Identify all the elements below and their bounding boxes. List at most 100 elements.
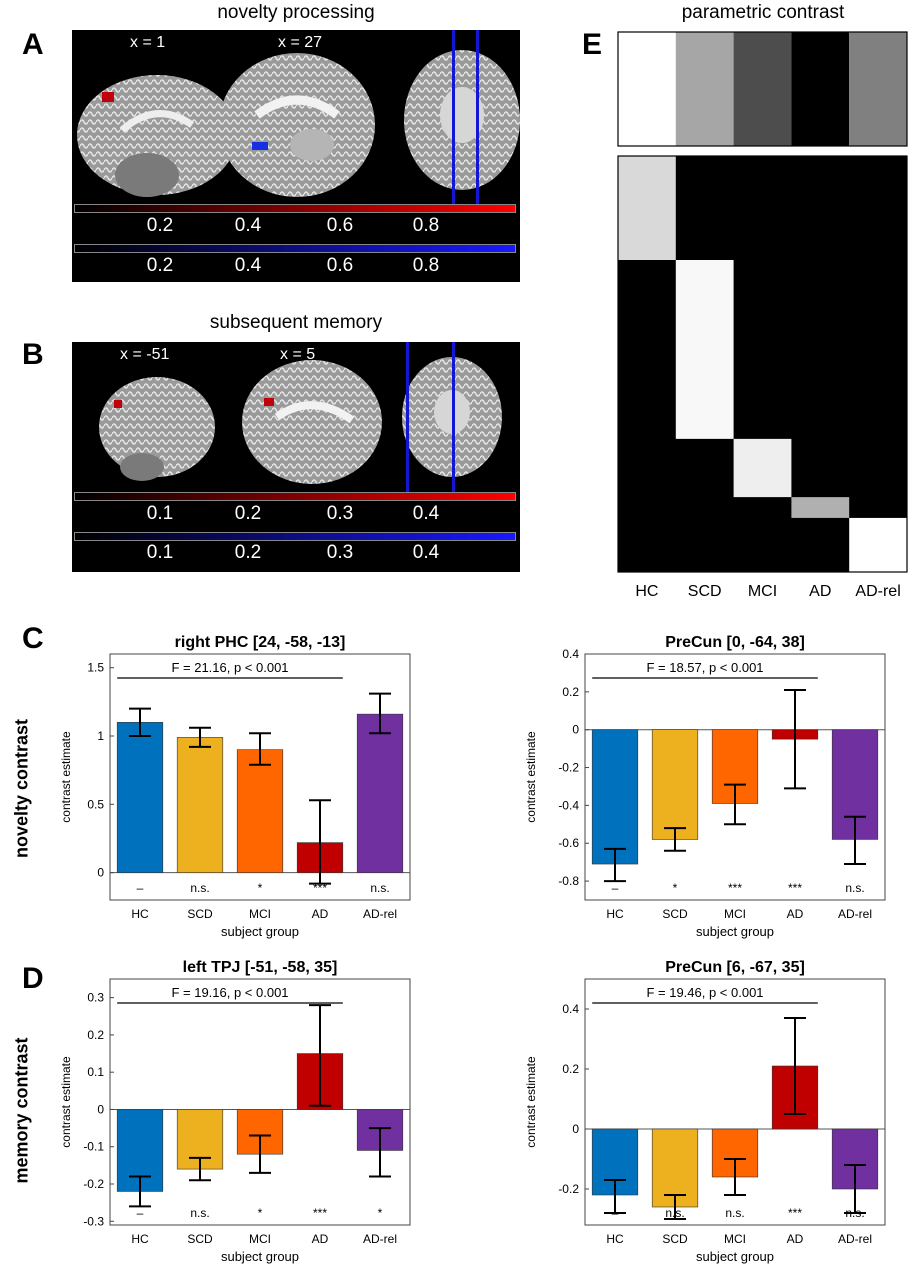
x-tick-label: SCD (662, 1232, 688, 1246)
x-tick-label: MCI (724, 907, 746, 921)
f-test-annotation: F = 19.46, p < 0.001 (646, 985, 763, 1000)
significance-label: n.s. (725, 1206, 744, 1220)
chart-precun-memory: PreCun [6, -67, 35] -0.2 0 0.2 0.4 – n.s. n.s. *… (524, 959, 886, 1264)
x-tick-label: AD-rel (838, 1232, 872, 1246)
panel-a-title: novelty processing (217, 2, 375, 23)
panel-b-brain-figure: x = -51 x = 5 0.1 0.2 0.3 0.4 0.1 0.2 0.… (72, 342, 520, 572)
significance-label: n.s. (190, 1206, 209, 1220)
y-axis-label: contrast estimate (59, 1056, 73, 1148)
significance-label: *** (788, 881, 802, 895)
weight-cell-SCD (675, 32, 734, 146)
x-axis-label: subject group (221, 924, 299, 939)
significance-label: *** (728, 881, 742, 895)
weight-cell-AD (791, 32, 850, 146)
colorbar-red-tick: 0.3 (326, 503, 354, 524)
plot-frame (109, 978, 411, 1226)
bar-AD-rel (356, 713, 404, 873)
x-tick-label: AD (312, 1232, 329, 1246)
x-tick-label: AD (312, 907, 329, 921)
y-tick-label: 1 (97, 729, 104, 743)
y-axis-label: contrast estimate (524, 1056, 538, 1148)
colorbar-red-tick: 0.1 (146, 503, 174, 524)
plot-frame (584, 978, 886, 1226)
colorbar-red-tick: 0.8 (412, 215, 440, 236)
significance-label: * (258, 881, 263, 895)
slice-position-line-2 (452, 342, 455, 492)
chart-precun-novelty: PreCun [0, -64, 38] -0.8 -0.6 -0.4 -0.2 0 0.2 0… (524, 634, 886, 939)
panel-e-contrast-matrix: HC SCD MCI AD AD-rel (617, 31, 908, 600)
y-tick-label: -0.2 (558, 761, 579, 775)
colorbar-blue (74, 532, 516, 541)
design-block-SCD (675, 260, 734, 439)
y-tick-label: -0.6 (558, 836, 579, 850)
colorbar-red-tick: 0.2 (146, 215, 174, 236)
significance-label: n.s. (665, 1206, 684, 1220)
y-tick-label: 0 (97, 1102, 104, 1116)
group-label: AD-rel (855, 583, 900, 600)
y-tick-label: 0.2 (87, 1028, 104, 1042)
weight-cell-HC (618, 32, 676, 146)
x-tick-label: AD (787, 1232, 804, 1246)
slice-label-2: x = 27 (278, 34, 323, 51)
chart-right-phc: right PHC [24, -58, -13]00.511.5– n.s. * **… (59, 634, 411, 939)
y-tick-label: 1.5 (87, 661, 104, 675)
y-tick-label: 0.2 (562, 685, 579, 699)
panel-letter-b: B (22, 338, 44, 371)
sagittal-slice-2 (219, 53, 375, 197)
y-tick-label: -0.2 (558, 1182, 579, 1196)
slice-label-2: x = 5 (280, 346, 316, 363)
significance-label: * (258, 1206, 263, 1220)
colorbar-red (74, 492, 516, 501)
slice-position-line-2 (476, 30, 479, 205)
slice-label-1: x = 1 (130, 34, 166, 51)
sagittal-slice-1 (99, 377, 215, 477)
sagittal-slice-1 (77, 75, 237, 195)
significance-label: n.s. (845, 1206, 864, 1220)
panel-letter-a: A (22, 28, 44, 61)
x-tick-label: SCD (662, 907, 688, 921)
x-tick-label: HC (606, 907, 624, 921)
y-axis-label: contrast estimate (59, 731, 73, 823)
x-axis-label: subject group (696, 924, 774, 939)
x-tick-label: AD-rel (838, 907, 872, 921)
significance-label: * (378, 1206, 383, 1220)
colorbar-blue-tick: 0.4 (412, 542, 440, 563)
activation-red-blob (114, 400, 122, 408)
weight-cell-MCI (733, 32, 792, 146)
activation-red-blob (102, 92, 114, 102)
significance-label: – (137, 881, 144, 895)
activation-blue-blob (252, 142, 268, 150)
colorbar-blue-tick: 0.4 (234, 255, 262, 276)
colorbar-blue-tick: 0.2 (234, 542, 262, 563)
colorbar-red (74, 204, 516, 213)
colorbar-blue-tick: 0.2 (146, 255, 174, 276)
y-tick-label: -0.2 (83, 1177, 104, 1191)
x-tick-label: AD-rel (363, 1232, 397, 1246)
colorbar-blue-tick: 0.6 (326, 255, 354, 276)
colorbar-blue-tick: 0.1 (146, 542, 174, 563)
plot-frame (109, 653, 411, 901)
y-axis-label: contrast estimate (524, 731, 538, 823)
colorbar-red-tick: 0.6 (326, 215, 354, 236)
x-tick-label: HC (606, 1232, 624, 1246)
bar-MCI (236, 749, 284, 873)
design-block-MCI (733, 438, 792, 498)
significance-label: *** (313, 1206, 327, 1220)
x-tick-label: SCD (187, 1232, 213, 1246)
x-tick-label: MCI (249, 1232, 271, 1246)
y-tick-label: 0 (572, 1122, 579, 1136)
x-tick-label: MCI (249, 907, 271, 921)
design-block-AD-rel (849, 517, 907, 572)
plot-frame (584, 653, 886, 901)
y-tick-label: 0 (572, 723, 579, 737)
significance-label: * (673, 881, 678, 895)
group-label: MCI (748, 583, 777, 600)
x-tick-label: MCI (724, 1232, 746, 1246)
x-tick-label: AD-rel (363, 907, 397, 921)
group-label: HC (635, 583, 658, 600)
design-block-HC (618, 156, 676, 260)
x-tick-label: AD (787, 907, 804, 921)
bar-SCD (176, 737, 224, 873)
x-axis-label: subject group (221, 1249, 299, 1264)
y-tick-label: 0.4 (562, 1002, 579, 1016)
